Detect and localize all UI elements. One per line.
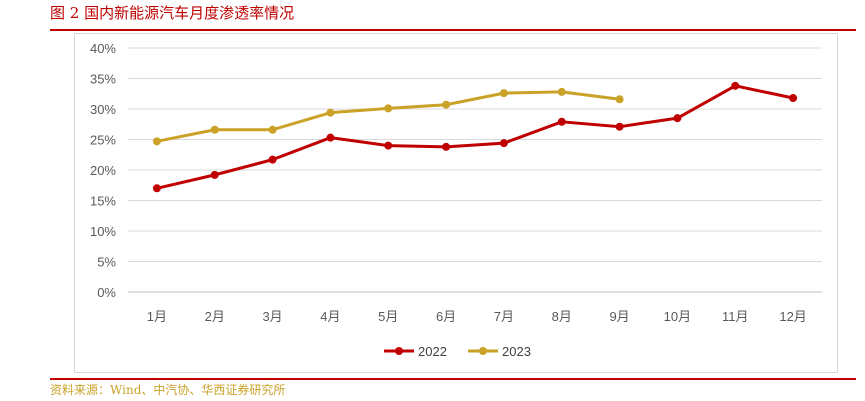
x-tick-label: 5月 bbox=[378, 309, 398, 324]
data-point-2022 bbox=[384, 141, 393, 150]
y-tick-label: 15% bbox=[90, 194, 116, 209]
x-tick-label: 1月 bbox=[147, 309, 167, 324]
series-line-2022 bbox=[156, 84, 794, 190]
data-point-2022 bbox=[442, 142, 451, 151]
y-tick-label: 35% bbox=[90, 72, 116, 87]
legend-marker-2022 bbox=[395, 347, 403, 355]
x-tick-label: 7月 bbox=[494, 309, 514, 324]
data-point-2023 bbox=[615, 95, 624, 104]
data-point-2022 bbox=[268, 155, 277, 164]
x-tick-label: 10月 bbox=[664, 309, 691, 324]
legend-label-2023: 2023 bbox=[502, 344, 531, 359]
data-point-2023 bbox=[268, 125, 277, 134]
y-tick-labels: 0% 5% 10% 15% 20% 25% 30% 35% 40% bbox=[90, 41, 116, 300]
data-point-2023 bbox=[210, 125, 219, 134]
x-tick-label: 4月 bbox=[320, 309, 340, 324]
series-lines bbox=[152, 81, 798, 193]
x-tick-label: 8月 bbox=[552, 309, 572, 324]
y-tick-label: 20% bbox=[90, 163, 116, 178]
x-tick-labels: 1月 2月 3月 4月 5月 6月 7月 8月 9月 10月 11月 12月 bbox=[147, 309, 807, 324]
x-tick-label: 6月 bbox=[436, 309, 456, 324]
chart-frame bbox=[74, 33, 838, 373]
y-tick-label: 30% bbox=[90, 102, 116, 117]
data-point-2022 bbox=[326, 133, 335, 142]
x-tick-label: 9月 bbox=[609, 309, 629, 324]
data-point-2023 bbox=[499, 89, 508, 98]
data-point-2023 bbox=[384, 104, 393, 113]
series-line-2023 bbox=[156, 90, 620, 143]
gridlines bbox=[128, 47, 822, 293]
data-point-2022 bbox=[210, 170, 219, 179]
data-point-2023 bbox=[557, 87, 566, 96]
data-point-2022 bbox=[152, 184, 161, 193]
y-tick-label: 0% bbox=[97, 285, 116, 300]
y-tick-label: 10% bbox=[90, 224, 116, 239]
figure-title: 图 2 国内新能源汽车月度渗透率情况 bbox=[50, 4, 295, 22]
data-point-2022 bbox=[673, 114, 682, 123]
y-tick-label: 5% bbox=[97, 255, 116, 270]
x-tick-label: 2月 bbox=[205, 309, 225, 324]
x-tick-label: 3月 bbox=[262, 309, 282, 324]
data-point-2022 bbox=[499, 139, 508, 148]
data-point-2023 bbox=[326, 108, 335, 117]
x-tick-label: 12月 bbox=[779, 309, 806, 324]
data-point-2022 bbox=[615, 122, 624, 131]
legend-label-2022: 2022 bbox=[418, 344, 447, 359]
legend: 2022 2023 bbox=[384, 344, 531, 359]
x-tick-label: 11月 bbox=[722, 309, 749, 324]
data-point-2022 bbox=[731, 81, 740, 90]
source-rule bbox=[50, 378, 856, 380]
data-point-2023 bbox=[152, 137, 161, 146]
data-point-2023 bbox=[442, 100, 451, 109]
y-tick-label: 25% bbox=[90, 133, 116, 148]
data-point-2022 bbox=[557, 117, 566, 126]
y-tick-label: 40% bbox=[90, 41, 116, 56]
legend-marker-2023 bbox=[479, 347, 487, 355]
data-point-2022 bbox=[789, 94, 798, 103]
title-rule bbox=[50, 29, 856, 31]
source-note: 资料来源：Wind、中汽协、华西证券研究所 bbox=[50, 383, 286, 397]
